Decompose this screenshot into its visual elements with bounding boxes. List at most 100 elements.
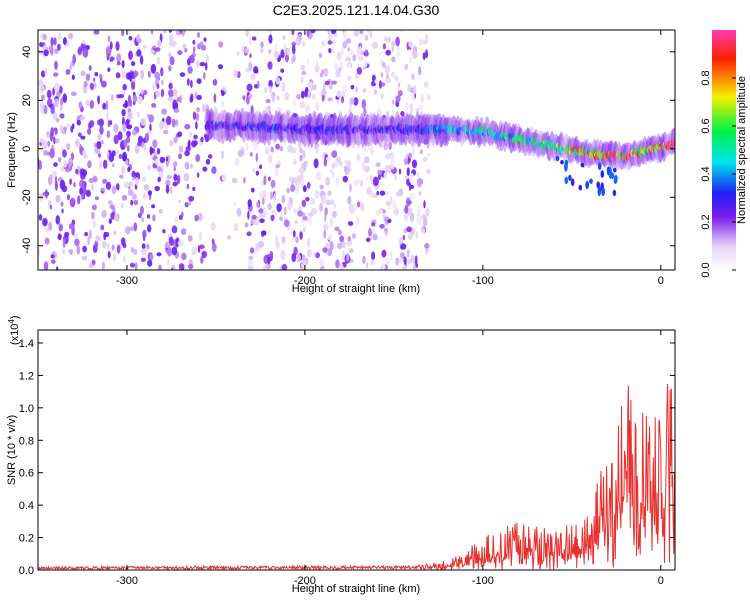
noise-blob [211,166,217,175]
noise-blob [381,82,386,87]
snr-y-multiplier-close: ) [9,315,21,319]
noise-blob [391,71,395,78]
snr-series-line [38,383,675,570]
noise-blob [165,179,171,186]
noise-blob [197,32,200,38]
noise-blob [188,131,193,138]
noise-blob [79,168,86,176]
noise-blob [107,67,111,72]
noise-blob [97,95,100,105]
noise-blob [93,30,100,35]
noise-blob [342,175,348,183]
noise-blob [155,158,159,166]
noise-blob [276,203,282,213]
snr-panel: -300 -200 -100 0 0.0 0.2 0.4 0.6 0.8 1.0 1.2 1.4 He… [6,315,676,595]
noise-blob [192,111,196,120]
noise-blob [200,44,207,51]
noise-blob [409,192,416,200]
noise-blob [116,183,120,191]
noise-blob [46,89,52,99]
noise-blob [416,171,420,178]
noise-blob [173,108,180,113]
noise-blob [59,85,63,94]
noise-blob [140,88,144,95]
noise-blob [402,264,407,270]
noise-blob [124,226,131,235]
noise-blob [87,128,92,135]
noise-blob [248,94,252,99]
noise-blob [65,69,71,75]
noise-blob [233,201,237,207]
noise-blob [426,152,431,158]
noise-blob [195,59,200,68]
noise-blob [172,181,178,187]
noise-blob [258,208,264,214]
ridge-drip [564,162,568,172]
noise-blob [75,169,79,175]
noise-blob [59,113,65,119]
noise-blob [168,33,174,43]
noise-blob [60,97,64,106]
noise-blob [382,213,386,218]
noise-blob [69,178,72,185]
noise-blob [405,101,409,111]
noise-blob [334,62,338,70]
ridge-drip [568,174,572,182]
noise-blob [43,49,49,57]
ridge-drip [601,186,605,197]
noise-blob [88,65,92,71]
noise-blob [311,207,317,216]
noise-blob [122,89,126,96]
colorbar-tick-label: 0.2 [700,214,712,229]
noise-blob [341,241,346,249]
noise-blob [168,82,173,90]
noise-blob [39,42,43,47]
noise-blob [172,99,177,110]
noise-blob [48,221,53,231]
noise-blob [248,61,253,71]
noise-blob [314,65,320,73]
noise-blob [143,184,150,191]
noise-blob [294,184,299,194]
noise-blob [197,212,203,222]
noise-blob [87,236,90,246]
noise-blob [269,250,274,261]
noise-blob [362,166,369,172]
noise-blob [53,82,60,93]
noise-blob [126,130,131,138]
noise-blob [424,34,429,44]
noise-blob [113,230,117,236]
noise-blob [385,78,392,83]
noise-blob [364,35,369,41]
noise-blob [297,210,303,217]
noise-blob [387,219,392,223]
noise-blob [352,54,357,62]
noise-blob [173,173,178,181]
noise-blob [355,72,359,80]
noise-blob [168,40,174,47]
noise-blob [58,235,61,240]
noise-blob [44,67,48,76]
noise-blob [151,204,156,209]
noise-blob [333,160,339,168]
noise-blob [169,187,173,194]
noise-blob [213,93,217,103]
noise-blob [89,99,95,109]
noise-blob [121,30,125,37]
noise-blob [399,252,405,259]
noise-blob [168,89,174,98]
snr-y-tick-label: 0.8 [19,435,34,447]
noise-blob [249,53,252,59]
noise-blob [196,107,200,113]
noise-blob [158,264,162,270]
noise-blob [407,83,412,93]
noise-blob [156,252,162,257]
noise-blob [260,47,264,54]
noise-blob [274,44,278,51]
noise-blob [116,61,121,66]
noise-blob [379,190,386,196]
noise-blob [73,233,79,239]
noise-blob [265,107,270,114]
noise-blob [285,53,289,63]
noise-blob [292,98,297,107]
